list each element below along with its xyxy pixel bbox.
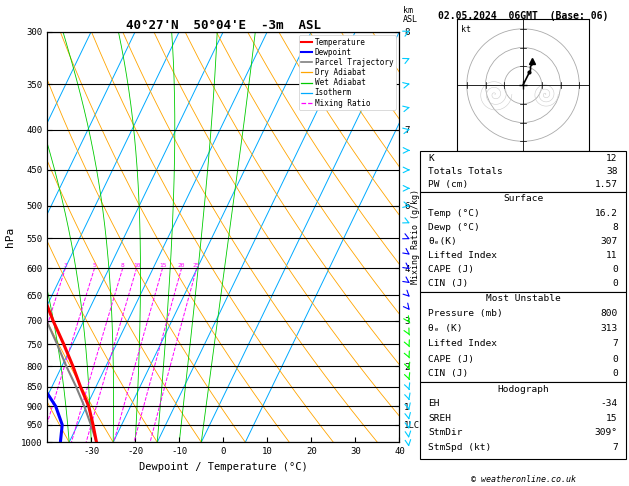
Text: StmDir: StmDir — [428, 428, 463, 437]
Text: StmSpd (kt): StmSpd (kt) — [428, 443, 492, 452]
Text: Temp (°C): Temp (°C) — [428, 209, 480, 218]
Text: Most Unstable: Most Unstable — [486, 295, 560, 303]
Text: 800: 800 — [600, 309, 618, 318]
Text: 15: 15 — [159, 263, 166, 268]
Text: Surface: Surface — [503, 194, 543, 204]
X-axis label: Dewpoint / Temperature (°C): Dewpoint / Temperature (°C) — [139, 462, 308, 472]
FancyBboxPatch shape — [420, 192, 626, 292]
Text: SREH: SREH — [428, 414, 452, 422]
Text: CIN (J): CIN (J) — [428, 279, 469, 288]
Text: -34: -34 — [600, 399, 618, 408]
Text: 1.57: 1.57 — [594, 180, 618, 189]
Text: Dewp (°C): Dewp (°C) — [428, 224, 480, 232]
Text: © weatheronline.co.uk: © weatheronline.co.uk — [470, 474, 576, 484]
Text: 3: 3 — [64, 263, 67, 268]
Text: 307: 307 — [600, 237, 618, 246]
Text: 5: 5 — [92, 263, 96, 268]
Text: 38: 38 — [606, 167, 618, 176]
Text: 8: 8 — [121, 263, 125, 268]
Text: km
ASL: km ASL — [403, 6, 418, 24]
Text: Lifted Index: Lifted Index — [428, 251, 498, 260]
Text: Totals Totals: Totals Totals — [428, 167, 503, 176]
Text: CAPE (J): CAPE (J) — [428, 354, 474, 364]
Text: 0: 0 — [612, 265, 618, 274]
Text: 0: 0 — [612, 369, 618, 378]
Text: 10: 10 — [133, 263, 140, 268]
Text: 0: 0 — [612, 279, 618, 288]
Text: 11: 11 — [606, 251, 618, 260]
Text: PW (cm): PW (cm) — [428, 180, 469, 189]
Text: 8: 8 — [612, 224, 618, 232]
Text: 309°: 309° — [594, 428, 618, 437]
Text: kt: kt — [461, 25, 471, 34]
Y-axis label: hPa: hPa — [5, 227, 15, 247]
Text: 0: 0 — [612, 354, 618, 364]
Text: 7: 7 — [612, 443, 618, 452]
Text: 16.2: 16.2 — [594, 209, 618, 218]
Text: Mixing Ratio (g/kg): Mixing Ratio (g/kg) — [411, 190, 420, 284]
FancyBboxPatch shape — [420, 151, 626, 192]
Text: Hodograph: Hodograph — [497, 385, 549, 394]
Text: K: K — [428, 155, 434, 163]
Text: 12: 12 — [606, 155, 618, 163]
Title: 40°27'N  50°04'E  -3m  ASL: 40°27'N 50°04'E -3m ASL — [126, 18, 321, 32]
Text: 02.05.2024  06GMT  (Base: 06): 02.05.2024 06GMT (Base: 06) — [438, 11, 608, 21]
Text: 25: 25 — [193, 263, 201, 268]
Text: 7: 7 — [612, 339, 618, 348]
Text: CAPE (J): CAPE (J) — [428, 265, 474, 274]
Text: Lifted Index: Lifted Index — [428, 339, 498, 348]
Text: EH: EH — [428, 399, 440, 408]
Text: θₑ(K): θₑ(K) — [428, 237, 457, 246]
Text: 15: 15 — [606, 414, 618, 422]
Text: θₑ (K): θₑ (K) — [428, 324, 463, 333]
FancyBboxPatch shape — [420, 382, 626, 459]
Text: Pressure (mb): Pressure (mb) — [428, 309, 503, 318]
Text: CIN (J): CIN (J) — [428, 369, 469, 378]
Text: 313: 313 — [600, 324, 618, 333]
FancyBboxPatch shape — [420, 292, 626, 382]
Legend: Temperature, Dewpoint, Parcel Trajectory, Dry Adiabat, Wet Adiabat, Isotherm, Mi: Temperature, Dewpoint, Parcel Trajectory… — [299, 35, 396, 110]
Text: 20: 20 — [178, 263, 186, 268]
